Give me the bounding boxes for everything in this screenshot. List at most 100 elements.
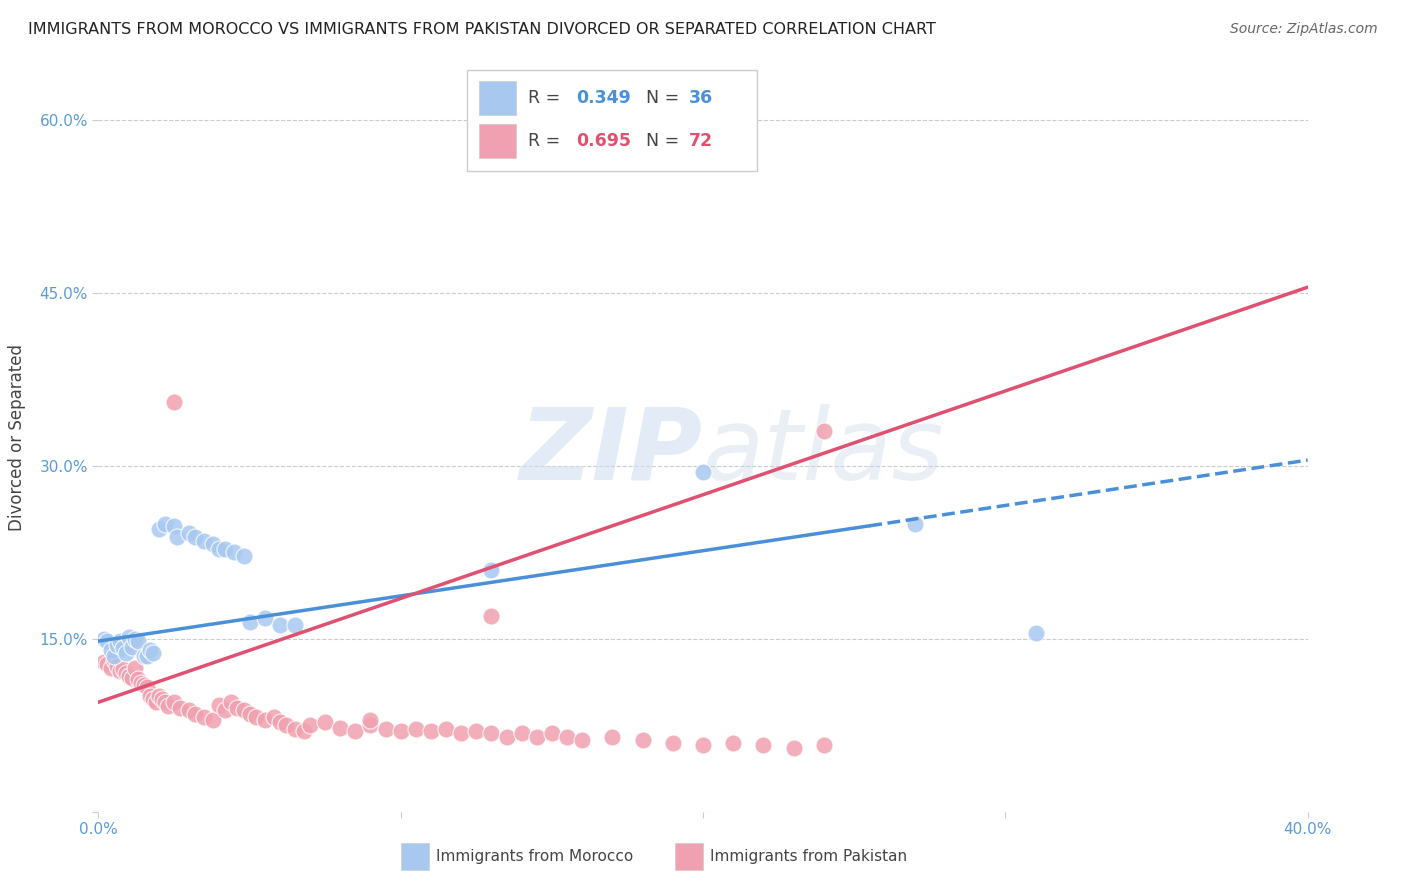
Point: [124, 660, 146, 674]
Point: [105, 638, 128, 652]
Point: [96, 657, 118, 672]
Text: Source: ZipAtlas.com: Source: ZipAtlas.com: [1230, 22, 1378, 37]
Y-axis label: Divorced or Separated: Divorced or Separated: [7, 343, 25, 531]
Point: [135, 680, 157, 694]
Text: N =: N =: [647, 89, 685, 107]
Point: [314, 714, 336, 729]
Point: [481, 563, 503, 577]
Text: R =: R =: [527, 89, 565, 107]
Point: [139, 643, 162, 657]
Point: [103, 652, 125, 666]
Point: [221, 695, 243, 709]
Point: [360, 718, 382, 732]
Point: [142, 691, 165, 706]
Point: [105, 659, 128, 673]
Point: [153, 516, 176, 531]
Point: [96, 634, 118, 648]
Text: IMMIGRANTS FROM MOROCCO VS IMMIGRANTS FROM PAKISTAN DIVORCED OR SEPARATED CORREL: IMMIGRANTS FROM MOROCCO VS IMMIGRANTS FR…: [28, 22, 936, 37]
Point: [389, 724, 412, 739]
Point: [253, 713, 276, 727]
Text: 36: 36: [689, 89, 713, 107]
Point: [692, 738, 714, 752]
Point: [292, 724, 315, 739]
Point: [202, 713, 225, 727]
Point: [121, 640, 143, 654]
Point: [904, 516, 927, 531]
Point: [193, 533, 215, 548]
Point: [360, 713, 382, 727]
Point: [263, 710, 285, 724]
Point: [344, 724, 367, 739]
Text: atlas: atlas: [703, 403, 945, 500]
Point: [813, 425, 835, 439]
Point: [232, 549, 254, 563]
Point: [510, 726, 533, 740]
Text: 0.695: 0.695: [576, 132, 631, 150]
Point: [150, 691, 173, 706]
Point: [184, 530, 207, 544]
Point: [132, 678, 155, 692]
Point: [374, 722, 396, 736]
Text: 72: 72: [689, 132, 713, 150]
Point: [481, 608, 503, 623]
Point: [193, 710, 215, 724]
Point: [114, 666, 136, 681]
Bar: [479, 124, 516, 158]
Point: [142, 646, 165, 660]
Text: N =: N =: [647, 132, 685, 150]
Point: [232, 703, 254, 717]
Point: [108, 634, 131, 648]
Point: [127, 634, 149, 648]
Point: [208, 698, 231, 712]
Point: [239, 706, 262, 721]
Point: [274, 718, 297, 732]
Point: [179, 525, 201, 540]
Point: [526, 730, 548, 744]
Point: [226, 701, 249, 715]
Point: [100, 660, 122, 674]
Point: [163, 519, 186, 533]
Point: [202, 537, 225, 551]
Point: [166, 530, 188, 544]
Point: [571, 733, 593, 747]
Point: [153, 695, 176, 709]
Point: [124, 632, 146, 646]
Point: [420, 724, 443, 739]
Point: [661, 735, 683, 749]
Point: [111, 662, 134, 676]
Point: [208, 541, 231, 556]
Point: [540, 726, 562, 740]
Point: [139, 690, 162, 704]
Text: ZIP: ZIP: [520, 403, 703, 500]
Point: [148, 690, 170, 704]
Point: [329, 721, 352, 735]
Point: [269, 714, 291, 729]
Point: [284, 722, 307, 736]
Point: [148, 522, 170, 536]
Point: [127, 672, 149, 686]
Point: [752, 738, 775, 752]
Point: [813, 738, 835, 752]
Point: [156, 698, 179, 713]
Point: [121, 671, 143, 685]
Point: [118, 669, 141, 683]
Point: [405, 722, 427, 736]
Text: R =: R =: [527, 132, 565, 150]
FancyBboxPatch shape: [467, 70, 758, 171]
Point: [495, 730, 517, 744]
Point: [481, 726, 503, 740]
Point: [100, 643, 122, 657]
Point: [214, 541, 236, 556]
Point: [103, 649, 125, 664]
Point: [118, 630, 141, 644]
Point: [239, 615, 262, 629]
Point: [111, 640, 134, 655]
Text: Immigrants from Pakistan: Immigrants from Pakistan: [710, 849, 907, 863]
Point: [179, 703, 201, 717]
Text: Immigrants from Morocco: Immigrants from Morocco: [436, 849, 633, 863]
Point: [93, 655, 115, 669]
Point: [299, 718, 322, 732]
Point: [253, 611, 276, 625]
Point: [114, 646, 136, 660]
Point: [163, 395, 186, 409]
